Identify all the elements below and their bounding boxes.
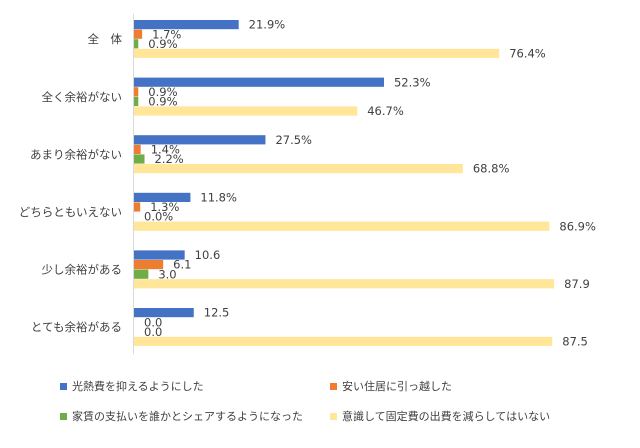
legend-item-none: 意識して固定費の出費を減らしてはいない xyxy=(330,408,550,424)
bar-share xyxy=(134,96,139,106)
bar-none xyxy=(134,221,550,231)
bar-none xyxy=(134,48,500,58)
value-label-energy: 10.6 xyxy=(195,248,221,262)
value-label-energy: 27.5% xyxy=(275,133,312,147)
category-label: 少し余裕がある xyxy=(42,263,123,277)
value-labels: 21.9%1.7%0.9%76.4%52.3%0.9%0.9%46.7%27.5… xyxy=(144,18,596,349)
bar-moved xyxy=(134,202,141,212)
value-label-share: 0.0 xyxy=(144,325,162,339)
bar-energy xyxy=(134,192,191,202)
value-label-moved: 0.0 xyxy=(144,315,162,329)
legend-label-moved: 安い住居に引っ越した xyxy=(342,380,452,393)
value-label-share: 0.9% xyxy=(148,37,177,51)
legend-swatch-share xyxy=(60,412,67,420)
bar-moved xyxy=(134,87,139,97)
value-label-moved: 1.4% xyxy=(151,143,180,157)
bar-moved xyxy=(134,260,164,270)
category-label: とても余裕がある xyxy=(31,320,122,334)
value-label-share: 3.0 xyxy=(158,267,176,281)
value-label-share: 2.2% xyxy=(155,152,184,166)
legend-swatch-none xyxy=(330,412,337,420)
bar-energy xyxy=(134,20,239,30)
category-labels: 全 体全く余裕がないあまり余裕がないどちらともいえない少し余裕があるとても余裕が… xyxy=(19,32,123,334)
value-label-moved: 1.3% xyxy=(150,200,179,214)
value-label-none: 87.9 xyxy=(564,277,590,291)
bar-none xyxy=(134,164,463,174)
bars xyxy=(134,20,555,346)
legend-item-share: 家賃の支払いを誰かとシェアするようになった xyxy=(60,408,303,424)
category-label: 全く余裕がない xyxy=(42,90,123,104)
legend-swatch-energy xyxy=(60,382,67,390)
legend-item-moved: 安い住居に引っ越した xyxy=(330,378,452,394)
legend-label-energy: 光熱費を抑えるようにした xyxy=(72,380,204,393)
bar-moved xyxy=(134,29,143,39)
value-label-moved: 6.1 xyxy=(173,258,191,272)
value-label-energy: 21.9% xyxy=(249,18,286,32)
bar-none xyxy=(134,106,358,116)
bar-share xyxy=(134,269,149,279)
value-label-energy: 52.3% xyxy=(394,75,431,89)
bar-energy xyxy=(134,77,384,87)
category-label: あまり余裕がない xyxy=(30,147,122,161)
value-label-none: 87.5 xyxy=(562,335,588,349)
value-label-energy: 12.5 xyxy=(204,306,230,320)
value-label-none: 86.9% xyxy=(559,219,596,233)
legend-item-energy: 光熱費を抑えるようにした xyxy=(60,378,204,394)
value-label-share: 0.0% xyxy=(144,210,173,224)
bar-energy xyxy=(134,250,185,260)
bar-none xyxy=(134,336,553,346)
category-label: 全 体 xyxy=(88,32,123,46)
bar-share xyxy=(134,154,145,164)
bar-share xyxy=(134,39,139,49)
legend: 光熱費を抑えるようにした 安い住居に引っ越した 家賃の支払いを誰かとシェアするよ… xyxy=(60,378,620,438)
value-label-energy: 11.8% xyxy=(200,191,237,205)
legend-label-share: 家賃の支払いを誰かとシェアするようになった xyxy=(72,410,303,423)
bar-none xyxy=(134,279,555,289)
legend-swatch-moved xyxy=(330,382,337,390)
value-label-share: 0.9% xyxy=(148,95,177,109)
bar-moved xyxy=(134,144,141,154)
category-label: どちらともいえない xyxy=(19,205,122,219)
bar-energy xyxy=(134,135,266,145)
bar-energy xyxy=(134,308,194,318)
value-label-none: 76.4% xyxy=(509,47,546,61)
legend-label-none: 意識して固定費の出費を減らしてはいない xyxy=(342,410,551,423)
value-label-moved: 1.7% xyxy=(152,27,181,41)
value-label-none: 46.7% xyxy=(367,104,404,118)
value-label-none: 68.8% xyxy=(473,162,510,176)
value-label-moved: 0.9% xyxy=(148,85,177,99)
